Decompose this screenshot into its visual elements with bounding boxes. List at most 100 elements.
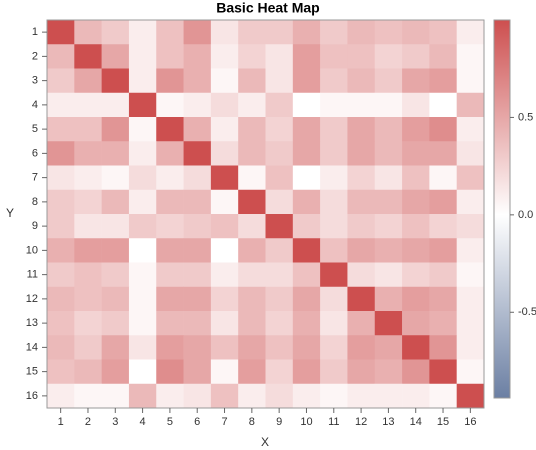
heat-cell (429, 214, 457, 239)
heat-cell (320, 165, 348, 191)
heat-cell (292, 286, 321, 312)
heat-cell (238, 165, 266, 191)
heat-cell (238, 311, 266, 336)
heat-cell (402, 359, 430, 385)
heat-cell (292, 238, 321, 263)
heat-cell (210, 383, 239, 409)
y-tick-label: 13 (26, 317, 38, 329)
heat-cell (320, 92, 348, 118)
heat-cell (101, 68, 130, 94)
heat-cell (210, 286, 239, 312)
heat-cell (456, 165, 485, 191)
heat-cell (347, 311, 376, 336)
heat-cell (210, 44, 239, 69)
heat-cell (456, 117, 485, 142)
heat-cell (74, 92, 102, 118)
heat-cell (402, 238, 430, 263)
heat-cell (292, 68, 321, 94)
y-tick-label: 16 (26, 390, 38, 402)
heat-cell (183, 359, 212, 385)
heat-cell (265, 68, 294, 94)
heat-cell (74, 335, 102, 360)
heat-cell (128, 214, 157, 239)
heat-cell (402, 189, 430, 215)
heat-cell (320, 44, 348, 69)
plot-frame (46, 19, 485, 409)
heat-cell (292, 189, 321, 215)
heat-cell (456, 383, 485, 409)
heat-cell (238, 44, 266, 69)
heat-cell (74, 286, 102, 312)
heat-cell (74, 189, 102, 215)
heat-cell (402, 335, 430, 360)
heat-cell (374, 20, 403, 45)
heat-cell (74, 214, 102, 239)
y-tick-label: 1 (32, 26, 38, 38)
y-tick-label: 14 (26, 341, 38, 353)
heat-cell (128, 335, 157, 360)
heat-cell (265, 262, 294, 288)
x-tick-label: 15 (437, 416, 449, 428)
heat-cell (101, 311, 130, 336)
y-tick-label: 10 (26, 244, 38, 256)
heat-cell (429, 383, 457, 409)
heat-cell (320, 359, 348, 385)
y-tick-label: 12 (26, 293, 38, 305)
heat-cell (47, 311, 75, 336)
heat-cell (347, 359, 376, 385)
heat-cell (347, 165, 376, 191)
heat-cell (292, 359, 321, 385)
heat-cell (320, 286, 348, 312)
heat-cell (347, 117, 376, 142)
heat-cell (47, 262, 75, 288)
heat-cell (47, 383, 75, 409)
chart-title: Basic Heat Map (216, 0, 319, 16)
heat-cell (74, 68, 102, 94)
heat-cell (183, 262, 212, 288)
heat-cell (402, 117, 430, 142)
heat-cell (74, 383, 102, 409)
heat-cell (456, 92, 485, 118)
heat-cell (429, 238, 457, 263)
heat-cell (347, 141, 376, 166)
heat-cell (101, 141, 130, 166)
x-tick-label: 1 (58, 416, 64, 428)
heat-cell (374, 165, 403, 191)
heat-cell (429, 262, 457, 288)
heat-cell (128, 117, 157, 142)
heat-cell (128, 189, 157, 215)
heat-cell (456, 238, 485, 263)
heat-cell (183, 117, 212, 142)
heat-cell (292, 92, 321, 118)
heat-cell (74, 359, 102, 385)
heat-cell (347, 383, 376, 409)
heat-cell (156, 286, 184, 312)
heat-cell (429, 117, 457, 142)
heat-cell (429, 20, 457, 45)
heat-cell (238, 286, 266, 312)
heat-cell (156, 165, 184, 191)
heat-cell (47, 165, 75, 191)
x-tick-label: 3 (112, 416, 118, 428)
heat-cell (47, 238, 75, 263)
x-tick-label: 11 (328, 416, 339, 428)
heat-cell (210, 165, 239, 191)
heat-cell (210, 92, 239, 118)
heat-cell (238, 359, 266, 385)
heat-cell (456, 189, 485, 215)
heat-cell (156, 238, 184, 263)
heat-cell (238, 262, 266, 288)
heat-cell (374, 262, 403, 288)
heat-cell (320, 262, 348, 288)
colorbar (493, 19, 511, 399)
heat-cell (292, 335, 321, 360)
heat-cell (128, 44, 157, 69)
heat-cell (429, 165, 457, 191)
heat-cell (347, 92, 376, 118)
heat-cell (347, 238, 376, 263)
y-tick-label: 15 (26, 366, 38, 378)
heat-cell (74, 238, 102, 263)
heat-cell (265, 311, 294, 336)
heat-cell (347, 189, 376, 215)
heat-cell (429, 44, 457, 69)
